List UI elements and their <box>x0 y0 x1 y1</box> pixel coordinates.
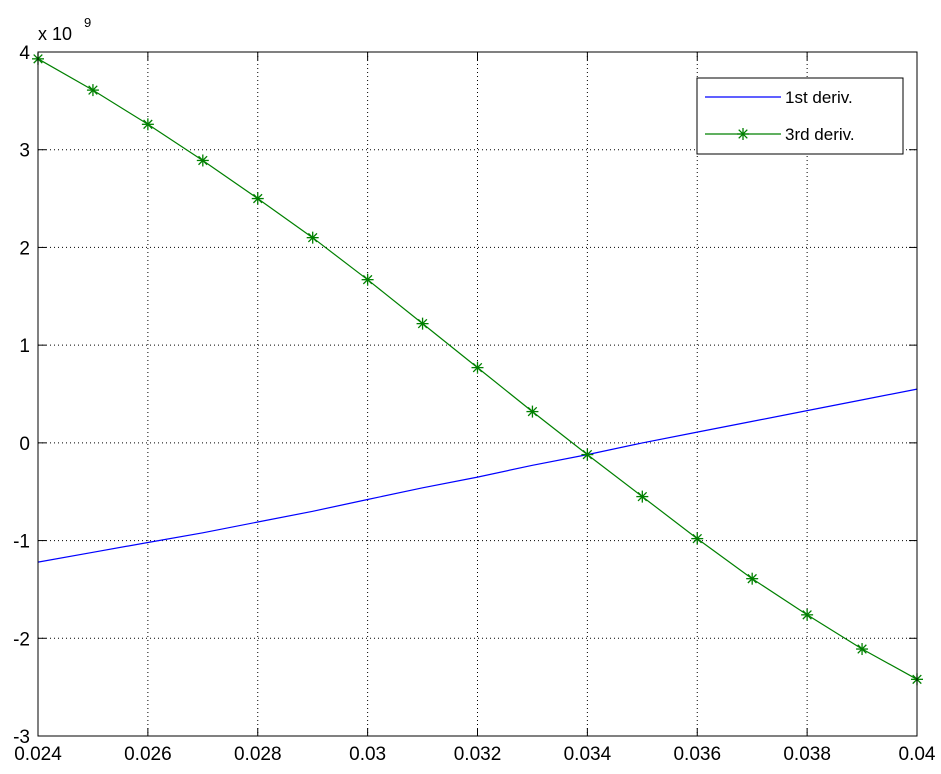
data-point-marker <box>471 361 484 374</box>
data-point-marker <box>141 118 154 131</box>
y-tick-label: -1 <box>13 532 30 553</box>
data-point-marker <box>746 572 759 585</box>
data-point-marker <box>691 532 704 545</box>
x-tick-label: 0.03 <box>349 744 386 765</box>
y-tick-label: -2 <box>13 629 30 650</box>
data-point-marker <box>856 643 869 656</box>
marker-stroke <box>362 274 373 285</box>
y-tick-label: 2 <box>19 238 30 259</box>
marker-stroke <box>198 155 208 166</box>
tick-labels: 0.024 0.026 0.028 0.03 0.032 0.034 0.036 0.038 0… <box>13 43 936 765</box>
data-point-marker <box>251 192 264 205</box>
ticks <box>37 51 918 737</box>
marker-stroke <box>857 644 867 654</box>
y-tick-label: 1 <box>19 336 30 357</box>
marker-stroke <box>252 193 263 204</box>
marker-stroke <box>747 573 757 584</box>
x-tick-label: 0.024 <box>14 744 62 765</box>
x-tick-label: 0.026 <box>124 744 172 765</box>
x-tick-label: 0.028 <box>234 744 282 765</box>
data-point-marker <box>306 231 319 244</box>
legend-label-2: 3rd deriv. <box>785 125 855 144</box>
data-point-marker <box>526 405 539 418</box>
data-point-marker <box>361 273 374 286</box>
data-point-marker <box>86 84 99 97</box>
x-tick-label: 0.032 <box>454 744 502 765</box>
y-tick-label: 4 <box>19 43 30 64</box>
legend-label-1: 1st deriv. <box>785 88 853 107</box>
marker-stroke <box>802 610 812 620</box>
marker-stroke <box>307 232 318 243</box>
plot-area <box>38 52 917 736</box>
x-tick-label: 0.04 <box>899 744 936 765</box>
data-point-marker <box>636 490 649 503</box>
marker-stroke <box>738 129 748 139</box>
y-tick-label: 0 <box>19 434 30 455</box>
legend-box <box>696 77 904 155</box>
y-tick-label: -3 <box>13 727 30 748</box>
data-point-marker <box>801 608 814 621</box>
x-tick-label: 0.036 <box>673 744 721 765</box>
y-multiplier-base: x 10 <box>38 24 72 44</box>
y-axis-multiplier: x 10 9 <box>38 15 91 44</box>
marker-stroke <box>472 362 483 373</box>
legend-marker <box>737 128 749 140</box>
y-tick-label: 3 <box>19 141 30 162</box>
marker-stroke <box>527 406 538 417</box>
marker-stroke <box>637 491 648 502</box>
data-point-marker <box>196 154 209 167</box>
data-point-marker <box>416 317 429 330</box>
data-point-marker <box>581 448 594 461</box>
legend: 1st deriv. 3rd deriv. <box>696 77 904 155</box>
marker-stroke <box>692 533 703 544</box>
marker-stroke <box>417 318 428 329</box>
y-multiplier-exponent: 9 <box>84 15 91 30</box>
x-tick-label: 0.034 <box>564 744 612 765</box>
marker-stroke <box>143 119 153 130</box>
x-tick-label: 0.038 <box>783 744 831 765</box>
marker-stroke <box>88 85 98 95</box>
series-line-1 <box>37 388 918 563</box>
marker-stroke <box>582 449 593 460</box>
